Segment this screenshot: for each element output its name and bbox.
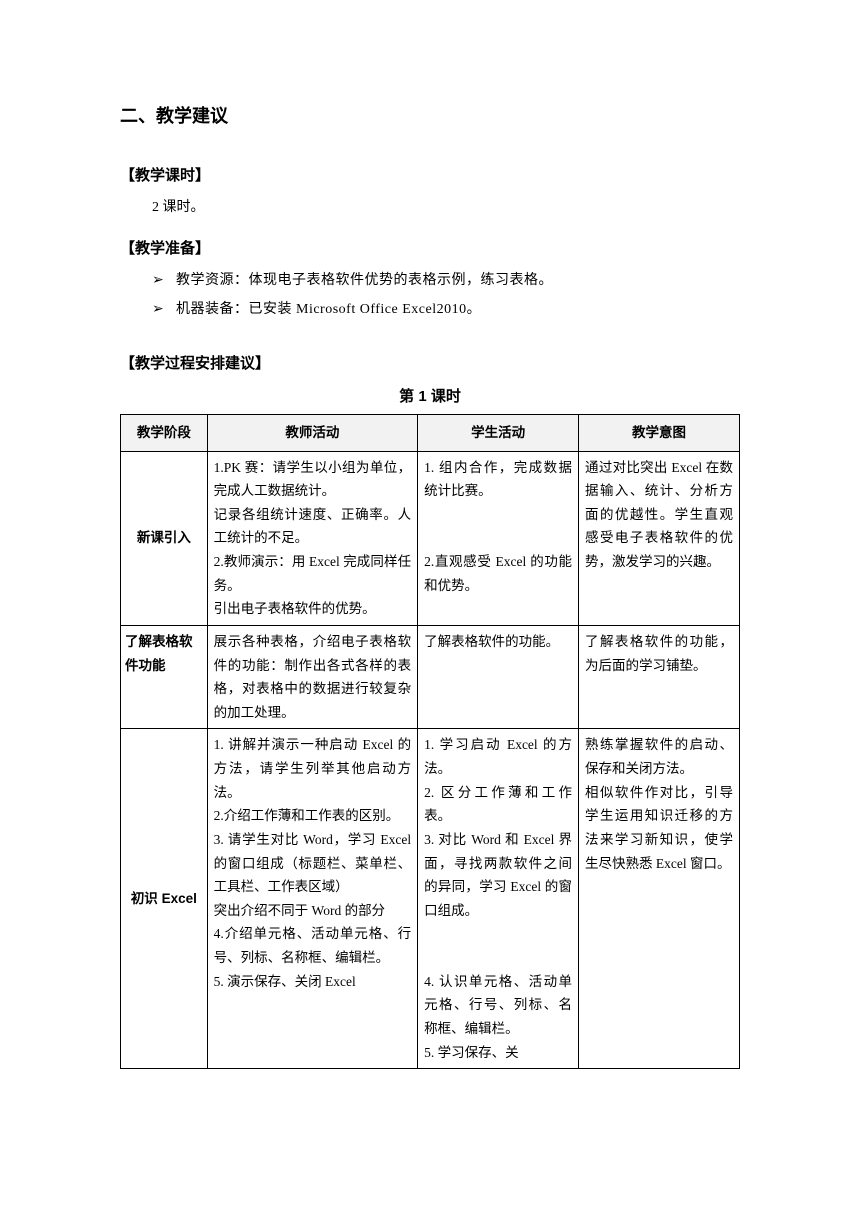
cell-student: 1. 学习启动 Excel 的方法。2. 区分工作薄和工作表。3. 对比 Wor… [418,729,579,1069]
table-title: 第 1 课时 [120,383,740,410]
table-row: 了解表格软件功能 展示各种表格，介绍电子表格软件的功能：制作出各式各样的表格，对… [121,625,740,729]
section-title: 二、教学建议 [120,100,740,132]
cell-purpose: 通过对比突出 Excel 在数据输入、统计、分析方面的优越性。学生直观感受电子表… [579,451,740,625]
col-header-student: 学生活动 [418,414,579,451]
hours-text: 2 课时。 [120,195,740,220]
hours-heading: 【教学课时】 [120,162,740,189]
col-header-purpose: 教学意图 [579,414,740,451]
cell-student: 了解表格软件的功能。 [418,625,579,729]
cell-stage: 了解表格软件功能 [121,625,208,729]
lesson-plan-table: 教学阶段 教师活动 学生活动 教学意图 新课引入 1.PK 赛：请学生以小组为单… [120,414,740,1069]
plan-heading: 【教学过程安排建议】 [120,350,740,377]
prep-list: 教学资源：体现电子表格软件优势的表格示例，练习表格。 机器装备：已安装 Micr… [120,268,740,322]
list-item: 机器装备：已安装 Microsoft Office Excel2010。 [176,297,740,322]
col-header-teacher: 教师活动 [207,414,417,451]
table-header-row: 教学阶段 教师活动 学生活动 教学意图 [121,414,740,451]
cell-student: 1. 组内合作，完成数据统计比赛。2.直观感受 Excel 的功能和优势。 [418,451,579,625]
cell-teacher: 展示各种表格，介绍电子表格软件的功能：制作出各式各样的表格，对表格中的数据进行较… [207,625,417,729]
prep-heading: 【教学准备】 [120,235,740,262]
cell-stage: 新课引入 [121,451,208,625]
table-row: 初识 Excel 1. 讲解并演示一种启动 Excel 的方法，请学生列举其他启… [121,729,740,1069]
cell-purpose: 熟练掌握软件的启动、保存和关闭方法。相似软件作对比，引导学生运用知识迁移的方法来… [579,729,740,1069]
cell-purpose: 了解表格软件的功能，为后面的学习铺垫。 [579,625,740,729]
table-row: 新课引入 1.PK 赛：请学生以小组为单位，完成人工数据统计。记录各组统计速度、… [121,451,740,625]
list-item: 教学资源：体现电子表格软件优势的表格示例，练习表格。 [176,268,740,293]
cell-teacher: 1.PK 赛：请学生以小组为单位，完成人工数据统计。记录各组统计速度、正确率。人… [207,451,417,625]
cell-teacher: 1. 讲解并演示一种启动 Excel 的方法，请学生列举其他启动方法。2.介绍工… [207,729,417,1069]
col-header-stage: 教学阶段 [121,414,208,451]
cell-stage: 初识 Excel [121,729,208,1069]
